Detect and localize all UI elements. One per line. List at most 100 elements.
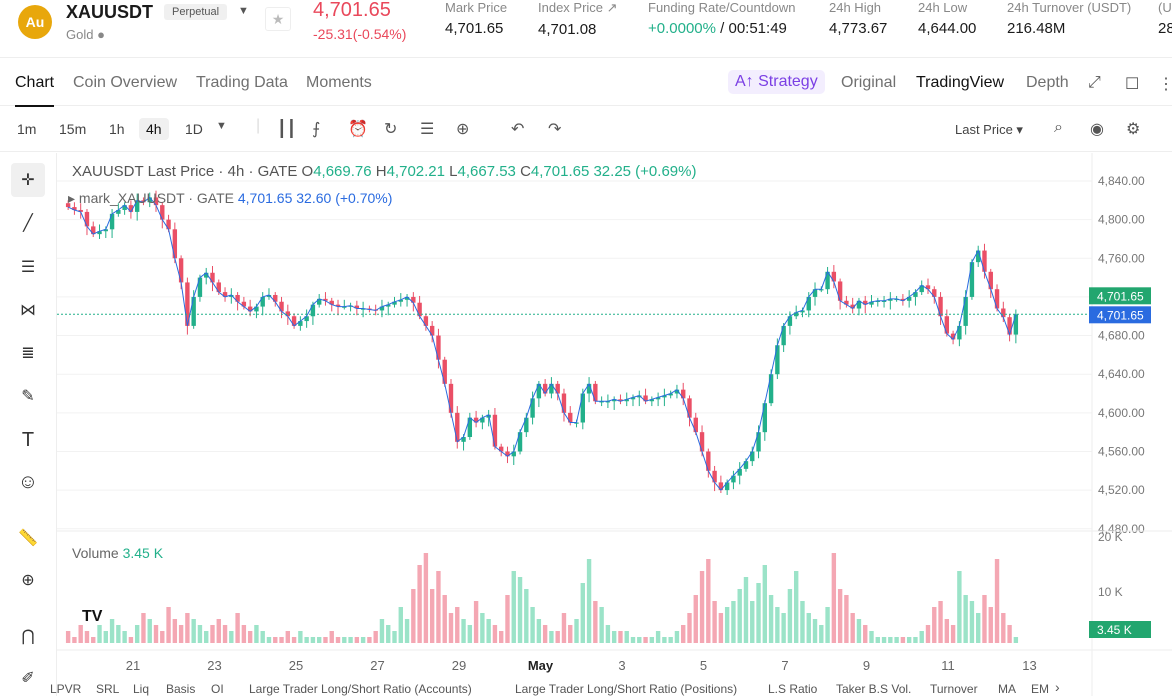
candle-body: [204, 272, 209, 278]
indicator-basis[interactable]: Basis: [166, 682, 196, 696]
volume-bar: [417, 565, 422, 643]
volume-bar: [392, 631, 397, 643]
info-icon[interactable]: ●: [97, 27, 105, 42]
fib-icon[interactable]: ≣: [21, 345, 35, 362]
more-icon[interactable]: ⋮: [1158, 76, 1172, 93]
gear-icon[interactable]: ⚙: [1126, 121, 1141, 138]
volume-bar: [436, 571, 441, 643]
volume-bar: [743, 577, 749, 643]
expand-icon[interactable]: ⤢: [1088, 74, 1101, 91]
favorite-star-icon[interactable]: ★: [265, 7, 291, 31]
tab-trading-data[interactable]: Trading Data: [196, 74, 288, 91]
stat-index-price[interactable]: Index Price ↗ 4,701.08: [538, 0, 618, 38]
interval-1h[interactable]: 1h: [109, 121, 125, 137]
candle-body: [423, 316, 429, 326]
pencil-lock-icon[interactable]: ✐: [21, 670, 35, 687]
y-tick-label: 4,520.00: [1098, 483, 1145, 497]
indicators-icon[interactable]: ⨍: [312, 121, 321, 138]
volume-bar: [197, 625, 203, 643]
zoom-in-icon[interactable]: ⊕: [21, 572, 35, 589]
candle-body: [298, 321, 303, 326]
undo-icon[interactable]: ↶: [511, 121, 525, 138]
candle-body: [681, 389, 686, 399]
horizontal-lines-icon[interactable]: ☰: [20, 259, 36, 276]
indicator-em[interactable]: EM: [1031, 682, 1049, 696]
tab-depth[interactable]: Depth: [1026, 74, 1069, 91]
volume-bar: [285, 631, 291, 643]
brush-icon[interactable]: ✎: [21, 388, 35, 405]
tab-original[interactable]: Original: [841, 74, 897, 91]
interval-1m[interactable]: 1m: [17, 121, 37, 137]
volume-bar: [731, 601, 736, 643]
template-icon[interactable]: ☰: [420, 121, 435, 138]
indicator-taker-vol[interactable]: Taker B.S Vol.: [836, 682, 912, 696]
volume-tag-text: 3.45 K: [1097, 623, 1132, 637]
tab-coin-overview[interactable]: Coin Overview: [73, 74, 178, 91]
indicator-liq[interactable]: Liq: [133, 682, 150, 696]
crosshair-icon[interactable]: ✛: [11, 163, 45, 197]
candle-body: [103, 229, 108, 232]
emoji-icon[interactable]: ☺: [17, 470, 39, 493]
indicator-ls-positions[interactable]: Large Trader Long/Short Ratio (Positions…: [515, 682, 738, 696]
stat-24h-high: 24h High 4,773.67: [829, 0, 888, 37]
pattern-icon[interactable]: ⋈: [20, 302, 36, 319]
interval-dropdown-icon[interactable]: ▼: [216, 120, 227, 132]
volume-bar: [611, 631, 617, 643]
chevron-right-icon[interactable]: ›: [1055, 679, 1060, 695]
indicator-bar: LPVR SRL Liq Basis OI Large Trader Long/…: [0, 678, 1172, 696]
redo-icon[interactable]: ↷: [548, 121, 562, 138]
search-icon[interactable]: ⌕: [1054, 119, 1063, 136]
strategy-button[interactable]: A↑ Strategy: [728, 70, 825, 94]
candle-type-icon[interactable]: ┃┃: [277, 121, 297, 138]
volume-bar: [166, 607, 171, 643]
candle-body: [536, 383, 542, 399]
indicator-turnover[interactable]: Turnover: [930, 682, 978, 696]
last-price-select[interactable]: Last Price ▾: [955, 122, 1023, 137]
volume-bar: [925, 625, 931, 643]
chevron-down-icon[interactable]: ▼: [238, 5, 249, 17]
candle-body: [216, 282, 221, 293]
volume-bar: [316, 637, 322, 643]
candle-body: [718, 482, 724, 491]
ruler-icon[interactable]: 📏: [18, 530, 38, 547]
camera-icon[interactable]: ◉: [1090, 121, 1104, 138]
mark-price-tag: [1089, 306, 1151, 324]
volume-bar: [235, 613, 240, 643]
add-indicator-icon[interactable]: ⊕: [456, 121, 470, 138]
candle-body: [624, 399, 629, 402]
indicator-oi[interactable]: OI: [211, 682, 224, 696]
indicator-ls-ratio[interactable]: L.S Ratio: [768, 682, 818, 696]
volume-bar: [806, 613, 811, 643]
tab-moments[interactable]: Moments: [306, 74, 372, 91]
volume-bar: [586, 559, 592, 643]
candle-body: [906, 296, 912, 301]
candle-body: [969, 262, 975, 297]
tab-chart[interactable]: Chart: [15, 74, 55, 107]
trend-line-icon[interactable]: ╱: [23, 215, 33, 232]
volume-bar: [906, 637, 912, 643]
indicator-lpvr[interactable]: LPVR: [50, 682, 82, 696]
interval-4h[interactable]: 4h: [139, 118, 169, 140]
volume-bar: [844, 595, 849, 643]
volume-bar: [511, 571, 516, 643]
indicator-ma[interactable]: MA: [998, 682, 1016, 696]
interval-1d[interactable]: 1D: [185, 121, 203, 137]
tab-tradingview[interactable]: TradingView: [916, 74, 1005, 91]
window-icon[interactable]: ☐: [1125, 76, 1140, 93]
ticker-header: Au XAUUSDT Perpetual ▼ Gold ● ★ 4,701.65…: [0, 0, 1172, 58]
volume-bar: [618, 631, 623, 643]
candlestick-chart[interactable]: 4,840.004,800.004,760.004,720.004,680.00…: [57, 153, 1172, 696]
candle-body: [875, 300, 880, 302]
text-icon[interactable]: T: [21, 428, 35, 451]
volume-bar: [72, 637, 77, 643]
replay-icon[interactable]: ↻: [384, 121, 398, 138]
magnet-icon[interactable]: ⋂: [21, 628, 35, 645]
symbol-name[interactable]: XAUUSDT: [66, 2, 154, 22]
indicator-srl[interactable]: SRL: [96, 682, 120, 696]
volume-bar: [737, 589, 742, 643]
interval-15m[interactable]: 15m: [59, 121, 87, 137]
indicator-ls-accounts[interactable]: Large Trader Long/Short Ratio (Accounts): [249, 682, 472, 696]
candle-body: [599, 401, 604, 403]
alert-icon[interactable]: ⏰: [348, 121, 368, 138]
candle-body: [944, 316, 950, 334]
